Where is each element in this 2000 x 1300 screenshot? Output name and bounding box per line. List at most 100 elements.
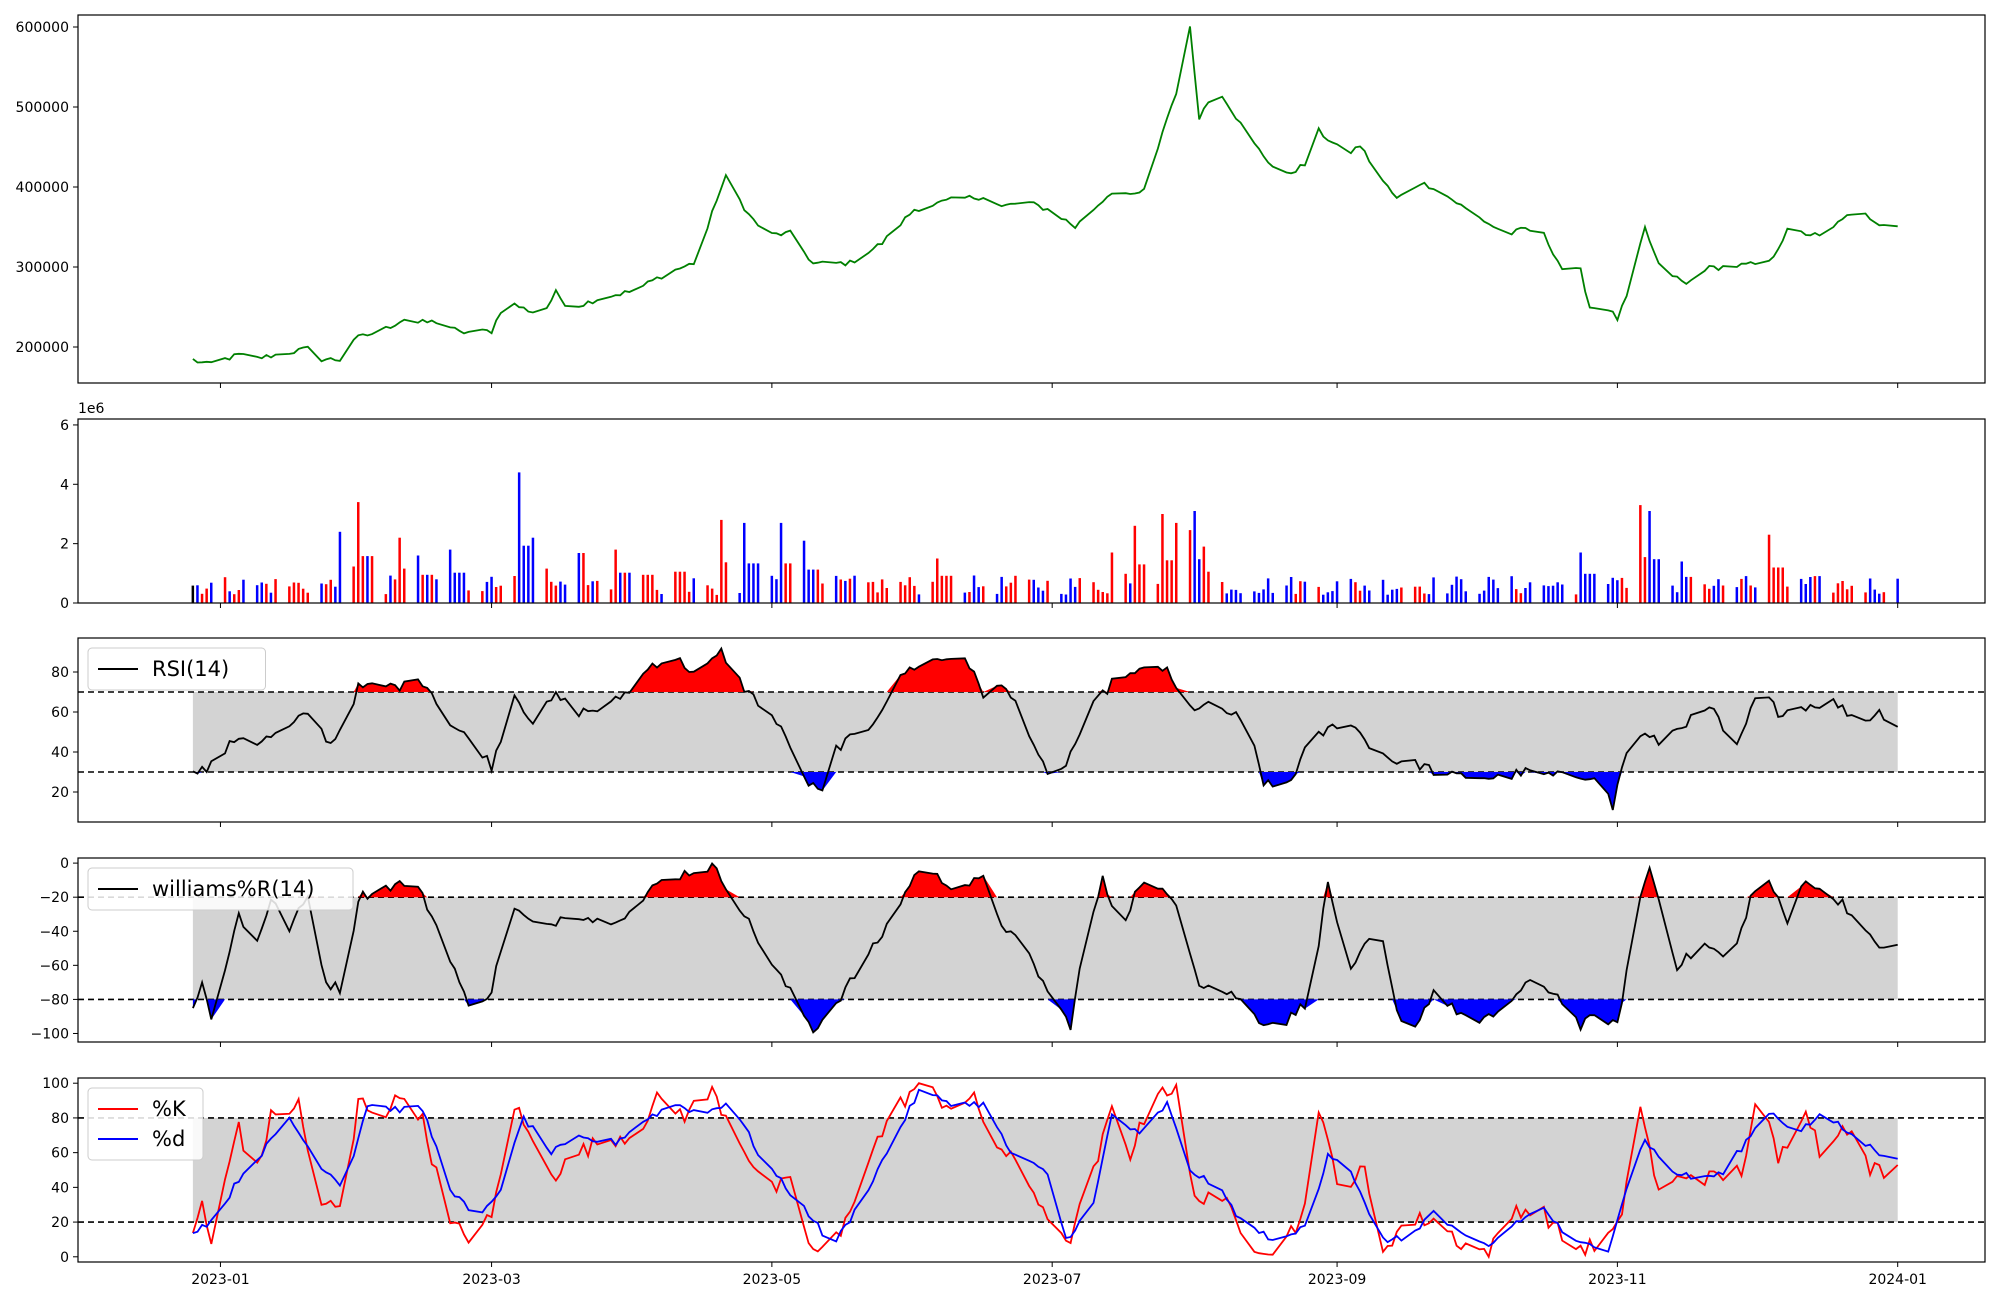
volume-bar (329, 579, 332, 603)
volume-bar (462, 572, 466, 603)
volume-bar (1652, 559, 1656, 603)
volume-bar (531, 537, 535, 603)
price-ytick-label: 600000 (16, 20, 69, 36)
volume-bar (885, 588, 888, 603)
volume-bar (738, 593, 741, 603)
volume-bar (416, 555, 420, 603)
volume-bar (490, 576, 493, 603)
volume-bar (228, 591, 231, 603)
volume-bar (1156, 583, 1160, 603)
volume-bar (1326, 592, 1330, 603)
volume-bar (651, 574, 654, 603)
volume-bar (1772, 567, 1775, 603)
volume-bar (1703, 584, 1706, 603)
volume-bar (1804, 584, 1807, 603)
volume-bar (743, 522, 746, 603)
volume-bar (834, 575, 838, 603)
volume-bar (522, 545, 525, 603)
volume-bar (361, 556, 365, 603)
volume-bar (301, 588, 305, 603)
volume-bar (1069, 578, 1072, 603)
volume-bar (724, 562, 728, 603)
volume-bar (619, 572, 622, 603)
x-tick-label: 2023-03 (462, 1272, 521, 1288)
volume-bar (1032, 579, 1035, 603)
volume-bar (1611, 577, 1614, 603)
volume-bar (338, 531, 342, 603)
price-ytick-label: 300000 (16, 260, 69, 276)
stochastic-legend (87, 1087, 204, 1161)
rsi-legend (87, 647, 266, 691)
volume-bar (467, 590, 470, 603)
volume-bar (1515, 589, 1518, 603)
volume-bar (1712, 585, 1716, 603)
volume-bar (1487, 576, 1490, 603)
volume-bar (1717, 579, 1720, 603)
volume-bar (453, 572, 456, 603)
volume-bar (1142, 564, 1146, 603)
volume-bar (1161, 514, 1164, 603)
volume-bar (191, 585, 195, 603)
volume-bar (1014, 575, 1017, 603)
volume-bar (1427, 594, 1431, 603)
stochastic-neutral-band (192, 1117, 1898, 1223)
volume-bar (692, 578, 695, 603)
volume-bar (1386, 594, 1389, 603)
volume-bar (1294, 593, 1297, 603)
volume-bar (1528, 582, 1532, 603)
volume-bar (1781, 567, 1784, 603)
volume-bar (660, 594, 663, 603)
volume-bar (1220, 582, 1224, 603)
rsi-frame (77, 637, 1986, 823)
volume-bar (1561, 584, 1564, 603)
volume-bar (1170, 560, 1173, 603)
stochastic-ytick-label: 40 (51, 1180, 69, 1196)
williams-frame (77, 857, 1986, 1043)
volume-bar (609, 589, 613, 603)
volume-bar (1266, 578, 1270, 603)
volume-bar (1000, 576, 1003, 603)
volume-bar (1547, 586, 1550, 603)
stochastic-k-line (192, 1082, 1899, 1260)
volume-bar (1832, 592, 1835, 603)
volume-bar (596, 580, 599, 603)
volume-bar (1133, 525, 1137, 603)
volume-bar (1110, 552, 1114, 603)
volume-bar (982, 586, 985, 603)
volume-bar (775, 579, 778, 603)
volume-frame (77, 418, 1986, 604)
volume-bar (706, 585, 709, 603)
volume-bar (426, 574, 429, 603)
volume-bar (1836, 583, 1840, 603)
volume-bar (1432, 577, 1435, 603)
volume-bar (687, 591, 691, 603)
volume-bar (1363, 585, 1366, 603)
volume-bar (1335, 581, 1339, 603)
volume-bar (1735, 587, 1739, 603)
volume-bar (458, 572, 461, 603)
volume-bar (1639, 505, 1642, 603)
volume-bar (844, 580, 847, 603)
volume-bar (1046, 580, 1049, 603)
volume-bar (1868, 578, 1872, 603)
volume-bar (1262, 589, 1265, 603)
volume-bar (779, 522, 783, 603)
volume-bar (1777, 567, 1780, 603)
volume-bar (789, 563, 792, 603)
volume-bar (1253, 591, 1256, 603)
volume-bar (678, 571, 682, 603)
rsi-neutral-band (192, 692, 1898, 772)
volume-bar (393, 579, 397, 603)
stochastic-frame (77, 1077, 1986, 1263)
volume-bar (1579, 552, 1582, 603)
volume-bar (1767, 534, 1771, 603)
williams-neutral-band (192, 897, 1898, 1000)
volume-bar (646, 574, 649, 603)
volume-bar (1749, 585, 1752, 603)
volume-bar (1689, 576, 1693, 603)
volume-bar (1400, 587, 1403, 603)
volume-bar (513, 576, 516, 603)
volume-bar (655, 589, 659, 603)
volume-bar (1317, 586, 1320, 603)
volume-bar (1027, 579, 1031, 603)
